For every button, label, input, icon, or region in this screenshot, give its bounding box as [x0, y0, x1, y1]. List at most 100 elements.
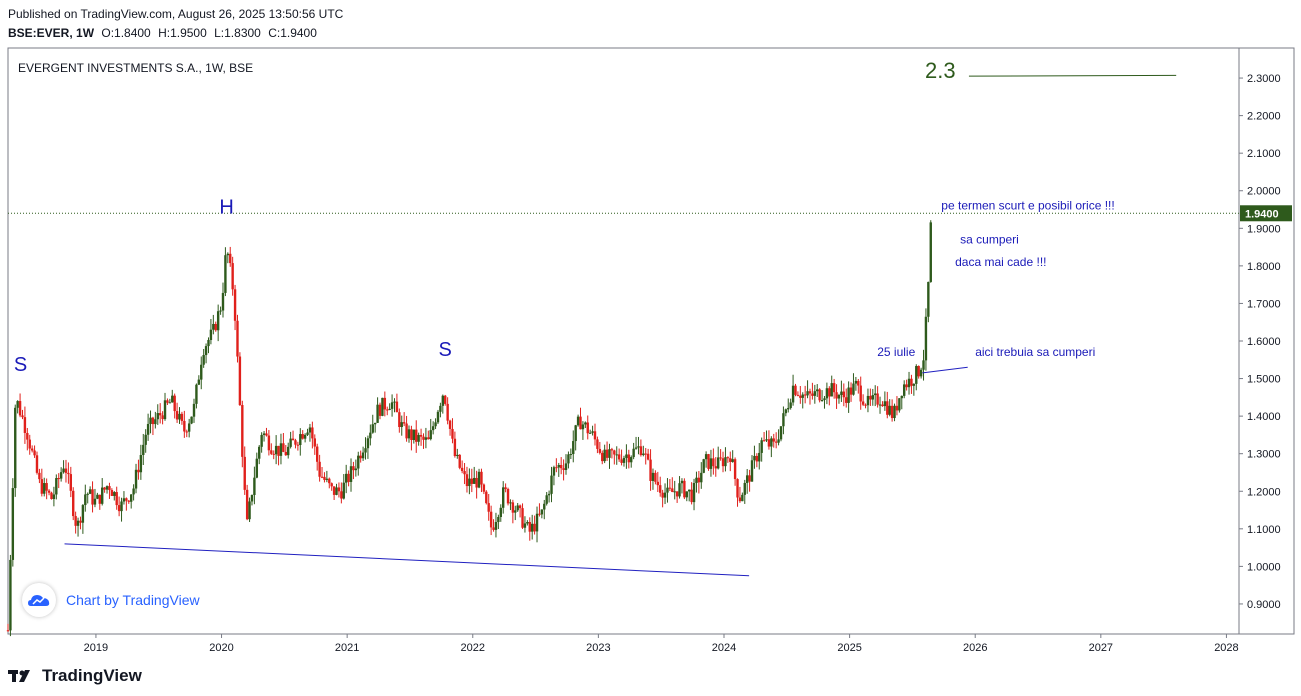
tv-logo-icon — [8, 670, 30, 682]
candle-body — [762, 440, 766, 442]
candle-body — [852, 383, 855, 395]
candle-body — [250, 495, 254, 502]
annotation-label: H — [219, 196, 233, 218]
candle-body — [103, 487, 106, 490]
candle-body — [127, 500, 130, 502]
tradingview-watermark[interactable]: Chart by TradingView — [22, 583, 200, 617]
candle-body — [245, 489, 249, 520]
candle-body — [572, 441, 575, 455]
high-value: H:1.9500 — [158, 26, 207, 40]
candle-body — [842, 391, 846, 398]
candle-body — [381, 397, 384, 416]
candle-body — [52, 494, 56, 500]
candle-body — [347, 473, 350, 482]
candle-body — [373, 422, 377, 425]
candle-body — [816, 389, 819, 392]
candle-body — [72, 490, 75, 517]
candle-body — [755, 455, 759, 462]
candle-body — [552, 467, 556, 476]
candle-body — [98, 494, 101, 504]
candle-body — [813, 391, 817, 396]
candle-body — [64, 468, 68, 473]
candle-body — [627, 454, 631, 463]
candle-body — [253, 477, 256, 496]
candle-body — [523, 523, 527, 528]
x-tick-label: 2026 — [963, 642, 987, 654]
y-tick-label: 1.5000 — [1247, 374, 1281, 386]
candle-body — [675, 491, 679, 497]
candle-body — [337, 487, 341, 492]
candle-body — [137, 469, 140, 473]
buy-pointer-line — [922, 366, 968, 374]
candle-body — [38, 472, 41, 480]
candle-body — [743, 482, 746, 495]
candle-body — [671, 488, 674, 492]
candle-body — [405, 423, 408, 439]
candle-body — [656, 481, 660, 486]
candle-body — [125, 498, 128, 501]
last-price-badge — [1240, 205, 1292, 222]
candle-body — [6, 630, 10, 632]
tradingview-logo[interactable]: TradingView — [8, 666, 142, 686]
candle-body — [272, 453, 275, 455]
candle-body — [439, 405, 442, 412]
candle-body — [113, 492, 116, 496]
candle-body — [468, 478, 471, 487]
candle-body — [224, 255, 227, 293]
candle-body — [144, 434, 147, 445]
candle-body — [9, 559, 12, 631]
candle-body — [453, 438, 457, 456]
candle-body — [690, 489, 693, 503]
candle-body — [630, 457, 633, 463]
candle-body — [890, 405, 894, 419]
candle-body — [806, 391, 809, 396]
candle-body — [820, 400, 824, 402]
candle-body — [721, 458, 725, 467]
target-line — [968, 74, 1177, 77]
candle-body — [564, 463, 568, 471]
candle-body — [23, 417, 27, 433]
candle-body — [830, 383, 833, 397]
candle-body — [659, 485, 662, 493]
candle-body — [473, 477, 476, 484]
candle-body — [57, 478, 60, 480]
annotation-label: sa cumperi — [960, 232, 1019, 246]
candle-body — [646, 453, 650, 460]
y-tick-label: 2.3000 — [1247, 73, 1281, 85]
candle-body — [893, 405, 896, 419]
candle-body — [695, 477, 698, 484]
candle-body — [398, 412, 401, 428]
candle-body — [21, 415, 24, 418]
candle-body — [543, 503, 546, 510]
y-tick-label: 1.4000 — [1247, 411, 1281, 423]
candle-body — [791, 385, 795, 403]
candle-body — [540, 509, 544, 515]
candle-body — [279, 443, 283, 456]
candle-body — [818, 389, 821, 401]
candle-body — [410, 429, 413, 441]
candle-body — [342, 482, 345, 499]
candle-body — [731, 459, 734, 462]
candle-body — [869, 395, 872, 400]
candle-body — [50, 492, 53, 500]
candle-body — [371, 424, 374, 433]
candle-body — [178, 413, 181, 420]
candle-body — [779, 426, 783, 440]
candle-body — [765, 439, 768, 441]
candle-body — [898, 398, 901, 411]
candle-body — [593, 431, 597, 440]
y-tick-label: 1.7000 — [1247, 298, 1281, 310]
candle-body — [30, 448, 34, 451]
candle-body — [808, 391, 812, 394]
candle-body — [33, 450, 36, 456]
candle-body — [282, 443, 285, 452]
candle-body — [866, 395, 870, 406]
candle-body — [910, 378, 913, 386]
candle-body — [216, 311, 220, 331]
candle-body — [642, 453, 645, 456]
candle-body — [485, 491, 488, 504]
candle-body — [526, 521, 529, 524]
candle-body — [284, 451, 287, 456]
candle-body — [511, 502, 515, 513]
